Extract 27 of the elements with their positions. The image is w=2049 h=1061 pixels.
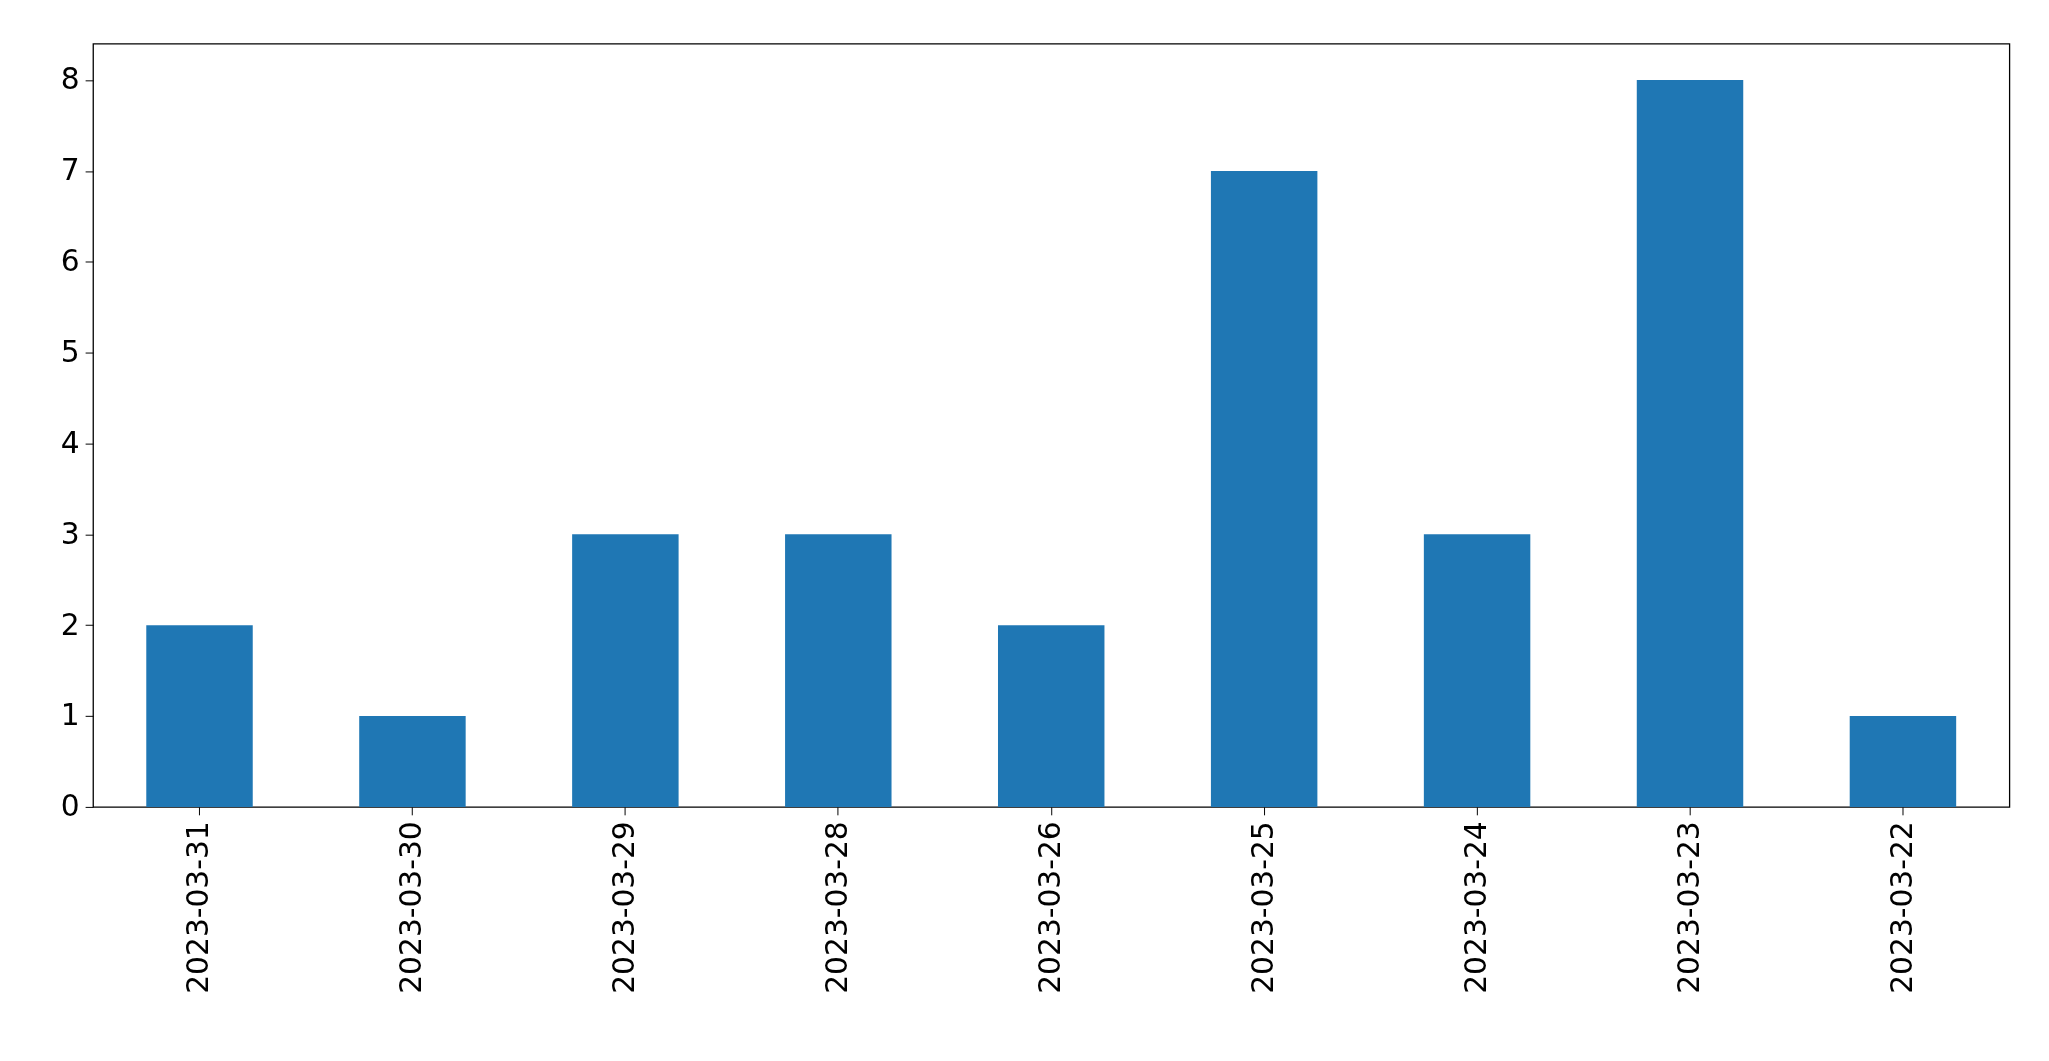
y-tick-label: 8	[60, 61, 80, 97]
y-tick-label: 1	[60, 697, 80, 733]
y-tick-label: 3	[60, 515, 80, 551]
y-tick-label: 0	[60, 788, 80, 824]
x-tick-label: 2023-03-26	[1032, 821, 1068, 994]
y-tick-label: 6	[60, 243, 80, 279]
bar	[572, 534, 679, 807]
y-tick-label: 4	[60, 424, 80, 460]
bar	[785, 534, 892, 807]
x-tick-label: 2023-03-23	[1670, 821, 1706, 994]
y-tick-label: 5	[60, 334, 80, 370]
bar	[359, 716, 466, 807]
x-tick-label: 2023-03-24	[1457, 821, 1493, 994]
bar	[1423, 534, 1531, 807]
bar	[146, 625, 253, 807]
x-tick-label: 2023-03-29	[606, 821, 642, 994]
y-tick-label: 2	[60, 606, 80, 642]
bar	[997, 625, 1105, 807]
x-tick-label: 2023-03-30	[393, 821, 429, 994]
x-tick-label: 2023-03-28	[819, 821, 855, 994]
bar	[1636, 80, 1744, 807]
x-tick-label: 2023-03-22	[1883, 821, 1919, 994]
y-tick-label: 7	[60, 152, 80, 188]
x-tick-label: 2023-03-25	[1245, 821, 1281, 994]
bar	[1210, 170, 1318, 807]
x-tick-label: 2023-03-31	[180, 821, 216, 994]
bar	[1849, 716, 1957, 807]
